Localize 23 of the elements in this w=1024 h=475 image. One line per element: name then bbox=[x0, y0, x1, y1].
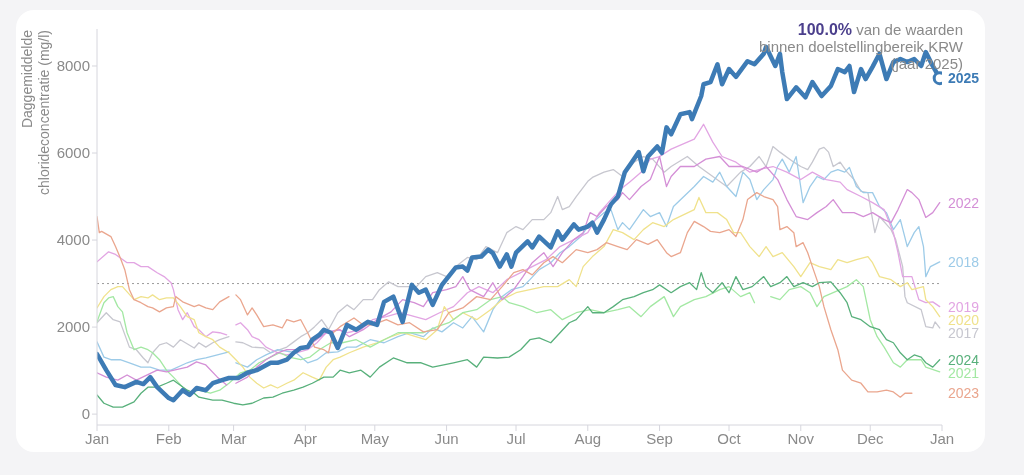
y-tick-label: 8000 bbox=[56, 57, 90, 75]
x-tick-label: Sep bbox=[646, 429, 673, 447]
x-tick-label: Aug bbox=[574, 429, 602, 447]
y-tick-label: 6000 bbox=[56, 144, 90, 162]
x-tick-label: Feb bbox=[155, 429, 182, 447]
x-tick-label: Jan bbox=[84, 429, 110, 447]
y-tick-label: 4000 bbox=[56, 231, 90, 249]
x-tick-label: Mar bbox=[220, 429, 247, 447]
x-tick-label: Jun bbox=[434, 429, 459, 447]
y-tick-label: 0 bbox=[81, 405, 90, 423]
line-series bbox=[97, 272, 941, 408]
y-axis-title: Daggemiddelde chlorideconcentratie (mg/l) bbox=[19, 29, 52, 195]
x-tick-label: Jul bbox=[506, 429, 526, 447]
x-tick-label: Apr bbox=[293, 429, 318, 447]
x-tick-label: Nov bbox=[787, 429, 815, 447]
x-tick-label: Oct bbox=[717, 429, 742, 447]
x-tick-label: Dec bbox=[856, 429, 885, 447]
x-tick-label: Jan bbox=[929, 429, 955, 447]
text: 2023 bbox=[948, 385, 980, 402]
series-label: 2022 bbox=[948, 194, 980, 211]
y-tick-label: 2000 bbox=[56, 318, 90, 336]
x-tick-label: May bbox=[360, 429, 390, 447]
series-label: 2018 bbox=[948, 253, 980, 270]
